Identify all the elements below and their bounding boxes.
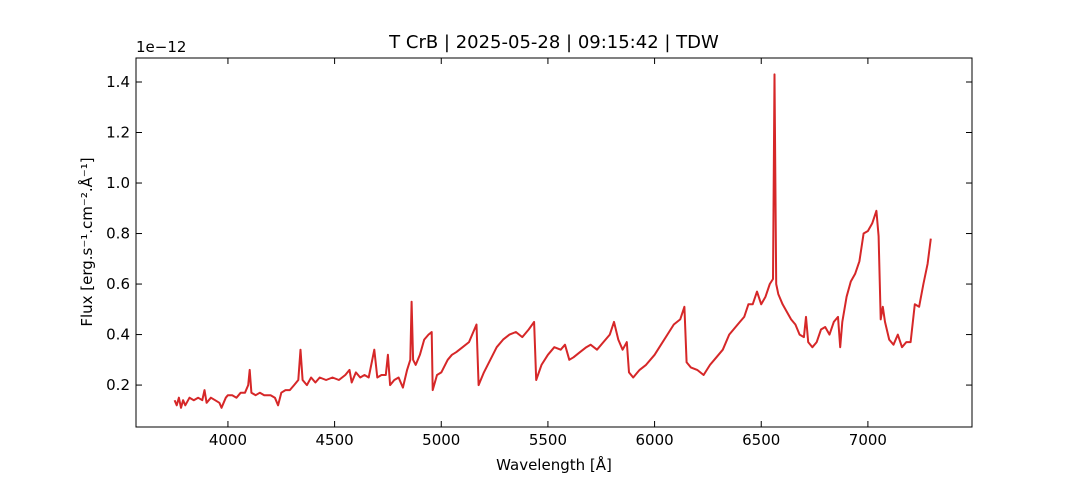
y-offset-text: 1e−12 xyxy=(136,38,186,56)
x-tick-label: 7000 xyxy=(849,431,887,449)
x-tick-label: 6000 xyxy=(635,431,673,449)
x-tick-label: 6500 xyxy=(742,431,780,449)
y-tick-label: 0.6 xyxy=(106,275,130,293)
y-tick-label: 0.8 xyxy=(106,225,130,243)
spectrum-line xyxy=(173,73,932,409)
y-tick-label: 0.2 xyxy=(106,376,130,394)
y-axis-label: Flux [erg.s⁻¹.cm⁻².Å⁻¹] xyxy=(77,157,96,326)
y-tick-label: 0.4 xyxy=(106,326,130,344)
x-tick-label: 5000 xyxy=(422,431,460,449)
chart-title: T CrB | 2025-05-28 | 09:15:42 | TDW xyxy=(388,32,719,53)
plot-frame xyxy=(135,57,973,428)
x-axis-label: Wavelength [Å] xyxy=(496,455,612,474)
y-tick-label: 1.0 xyxy=(106,174,130,192)
x-tick-label: 4500 xyxy=(316,431,354,449)
y-tick-label: 1.4 xyxy=(106,73,130,91)
x-tick-label: 4000 xyxy=(209,431,247,449)
y-tick-label: 1.2 xyxy=(106,124,130,142)
x-tick-label: 5500 xyxy=(529,431,567,449)
